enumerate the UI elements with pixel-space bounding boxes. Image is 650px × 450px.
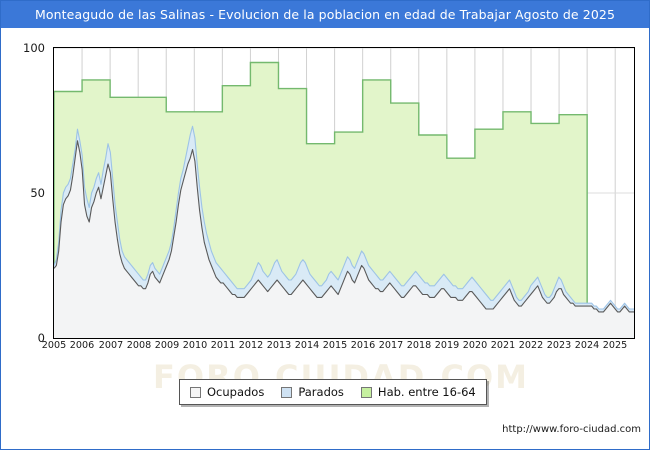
y-axis-label-0: 0 [37,331,45,345]
x-axis-label-2007: 2007 [98,340,124,351]
x-axis-label-2015: 2015 [322,340,348,351]
x-axis-label-2018: 2018 [406,340,432,351]
x-axis-label-2014: 2014 [294,340,320,351]
x-axis-label-2012: 2012 [238,340,264,351]
x-axis-label-2013: 2013 [266,340,292,351]
legend-swatch-ocupados-icon [190,386,201,398]
series-ocupados [54,140,634,338]
legend-label-hab-entre-16-64: Hab. entre 16-64 [377,385,476,399]
legend-item-ocupados[interactable]: Ocupados [190,385,264,399]
x-axis-label-2022: 2022 [518,340,544,351]
x-axis-label-2005: 2005 [41,340,67,351]
x-axis-label-2020: 2020 [462,340,488,351]
source-url-link[interactable]: http://www.foro-ciudad.com [502,424,641,435]
x-axis-label-2025: 2025 [602,340,628,351]
legend-item-parados[interactable]: Parados [281,385,344,399]
chart-legend: Ocupados Parados Hab. entre 16-64 [179,379,487,405]
x-axis-label-2006: 2006 [69,340,95,351]
x-axis-label-2021: 2021 [490,340,516,351]
plot-region [53,47,635,339]
legend-label-parados: Parados [298,385,344,399]
chart-plot-svg [54,48,634,338]
x-axis-label-2023: 2023 [546,340,572,351]
y-axis-label-50: 50 [30,186,45,200]
x-axis-label-2019: 2019 [434,340,460,351]
x-axis-label-2016: 2016 [350,340,376,351]
x-axis-label-2010: 2010 [182,340,208,351]
x-axis-label-2009: 2009 [154,340,180,351]
y-axis-label-100: 100 [23,41,45,55]
legend-label-ocupados: Ocupados [207,385,265,399]
window-title-bar: Monteagudo de las Salinas - Evolucion de… [1,1,649,28]
x-axis-label-2011: 2011 [210,340,236,351]
page-title: Monteagudo de las Salinas - Evolucion de… [35,7,615,22]
legend-swatch-parados-icon [281,386,293,398]
chart-canvas: FORO CIUDAD.COM 100 50 0 2005 2006 2007 … [1,28,649,449]
x-axis-label-2024: 2024 [574,340,600,351]
legend-item-hab-entre-16-64[interactable]: Hab. entre 16-64 [360,385,476,399]
x-axis-label-2008: 2008 [126,340,152,351]
legend-swatch-hab-icon [360,386,372,398]
x-axis-label-2017: 2017 [378,340,404,351]
